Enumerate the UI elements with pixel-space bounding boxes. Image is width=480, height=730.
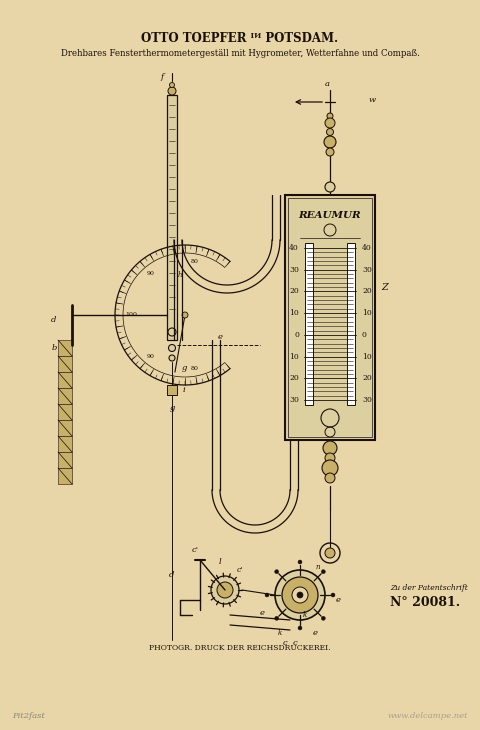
Text: d: d: [51, 316, 57, 324]
Circle shape: [275, 569, 279, 574]
Bar: [58, 420, 72, 436]
Circle shape: [326, 148, 334, 156]
Bar: [58, 372, 72, 388]
Text: l: l: [219, 558, 221, 566]
Text: g: g: [169, 404, 175, 412]
Text: 90: 90: [146, 354, 154, 359]
Bar: [305, 243, 313, 405]
Bar: [58, 452, 72, 468]
Circle shape: [321, 616, 325, 620]
Bar: [58, 468, 72, 484]
Text: k: k: [303, 611, 307, 619]
Bar: [167, 385, 177, 395]
Text: b: b: [51, 344, 57, 352]
Circle shape: [168, 328, 176, 336]
Circle shape: [211, 576, 239, 604]
Circle shape: [325, 182, 335, 192]
Bar: [347, 243, 355, 405]
Text: e: e: [260, 609, 264, 617]
Text: N° 20081.: N° 20081.: [390, 596, 460, 609]
Text: c: c: [293, 639, 298, 647]
Text: 40: 40: [362, 244, 372, 252]
Bar: [58, 356, 72, 372]
Circle shape: [282, 577, 318, 613]
Text: 0: 0: [294, 331, 299, 339]
Text: PHOTOGR. DRUCK DER REICHSDRUCKEREI.: PHOTOGR. DRUCK DER REICHSDRUCKEREI.: [149, 644, 331, 652]
Bar: [58, 404, 72, 420]
Text: f: f: [161, 73, 164, 81]
Text: w: w: [369, 96, 375, 104]
Text: 80: 80: [191, 366, 198, 371]
Circle shape: [323, 441, 337, 455]
Text: Z: Z: [382, 283, 388, 291]
Circle shape: [168, 345, 176, 352]
Text: a: a: [324, 80, 329, 88]
Text: OTTO TOEPFER ᴵᴻ POTSDAM.: OTTO TOEPFER ᴵᴻ POTSDAM.: [142, 31, 338, 45]
Bar: [58, 436, 72, 452]
Text: e: e: [312, 629, 317, 637]
Text: Zu der Patentschrift: Zu der Patentschrift: [390, 584, 468, 592]
Text: g: g: [181, 364, 187, 372]
Text: 10: 10: [362, 353, 372, 361]
Text: 20: 20: [289, 288, 299, 296]
Text: c: c: [283, 639, 288, 647]
Circle shape: [169, 82, 175, 88]
Circle shape: [168, 87, 176, 95]
Text: Drehbares Fensterthermometergeställ mit Hygrometer, Wetterfahne und Compaß.: Drehbares Fensterthermometergeställ mit …: [60, 50, 420, 58]
Circle shape: [325, 473, 335, 483]
Circle shape: [265, 593, 269, 597]
Circle shape: [331, 593, 335, 597]
Text: 10: 10: [362, 309, 372, 317]
Text: REAUMUR: REAUMUR: [299, 210, 361, 220]
Circle shape: [298, 626, 302, 630]
Circle shape: [325, 548, 335, 558]
Circle shape: [275, 616, 279, 620]
Polygon shape: [335, 98, 368, 106]
Text: 30: 30: [362, 396, 372, 404]
Text: n: n: [316, 563, 320, 571]
Bar: [58, 388, 72, 404]
Circle shape: [298, 560, 302, 564]
Text: 10: 10: [289, 353, 299, 361]
Bar: [288, 198, 372, 437]
Bar: [58, 340, 72, 356]
Text: 90: 90: [146, 271, 154, 276]
Text: e: e: [336, 596, 340, 604]
Circle shape: [322, 460, 338, 476]
Text: Pit2fast: Pit2fast: [12, 712, 45, 720]
Circle shape: [292, 587, 308, 603]
Text: 30: 30: [289, 396, 299, 404]
Circle shape: [275, 570, 325, 620]
Text: h: h: [178, 271, 182, 279]
Text: c': c': [237, 566, 243, 574]
Text: 30: 30: [289, 266, 299, 274]
Circle shape: [217, 582, 233, 598]
Bar: [167, 95, 177, 340]
Circle shape: [324, 136, 336, 148]
Text: e: e: [217, 333, 223, 341]
Text: 40: 40: [289, 244, 299, 252]
Circle shape: [182, 312, 188, 318]
Circle shape: [169, 355, 175, 361]
Circle shape: [297, 592, 303, 598]
Text: 0: 0: [362, 331, 367, 339]
Text: 30: 30: [362, 266, 372, 274]
Text: 20: 20: [289, 374, 299, 383]
Text: c': c': [192, 546, 199, 554]
Text: 10: 10: [289, 309, 299, 317]
Circle shape: [327, 113, 333, 119]
Text: i: i: [183, 386, 185, 394]
Text: k: k: [278, 629, 282, 637]
Text: 20: 20: [362, 374, 372, 383]
Bar: [285, 195, 375, 440]
Circle shape: [321, 569, 325, 574]
Circle shape: [326, 128, 334, 136]
Circle shape: [325, 453, 335, 463]
Text: www.delcampe.net: www.delcampe.net: [387, 712, 468, 720]
Circle shape: [325, 118, 335, 128]
Text: 20: 20: [362, 288, 372, 296]
Text: d: d: [169, 571, 175, 579]
Text: 100: 100: [125, 312, 137, 318]
Text: 80: 80: [191, 259, 198, 264]
